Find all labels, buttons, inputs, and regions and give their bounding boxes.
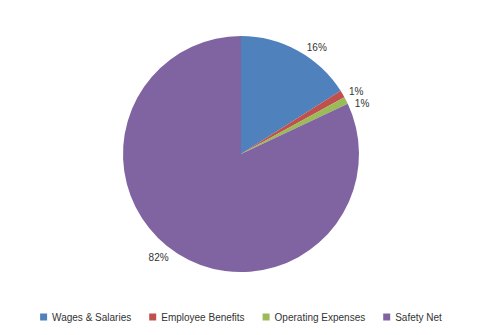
svg-text:Operating Expenses: Operating Expenses (275, 312, 366, 323)
svg-text:Employee Benefits: Employee Benefits (161, 312, 244, 323)
svg-text:16%: 16% (307, 42, 327, 53)
svg-text:Wages & Salaries: Wages & Salaries (52, 312, 131, 323)
svg-text:1%: 1% (355, 98, 370, 109)
svg-text:82%: 82% (149, 252, 169, 263)
svg-text:Safety Net: Safety Net (395, 312, 442, 323)
svg-text:1%: 1% (349, 86, 364, 97)
